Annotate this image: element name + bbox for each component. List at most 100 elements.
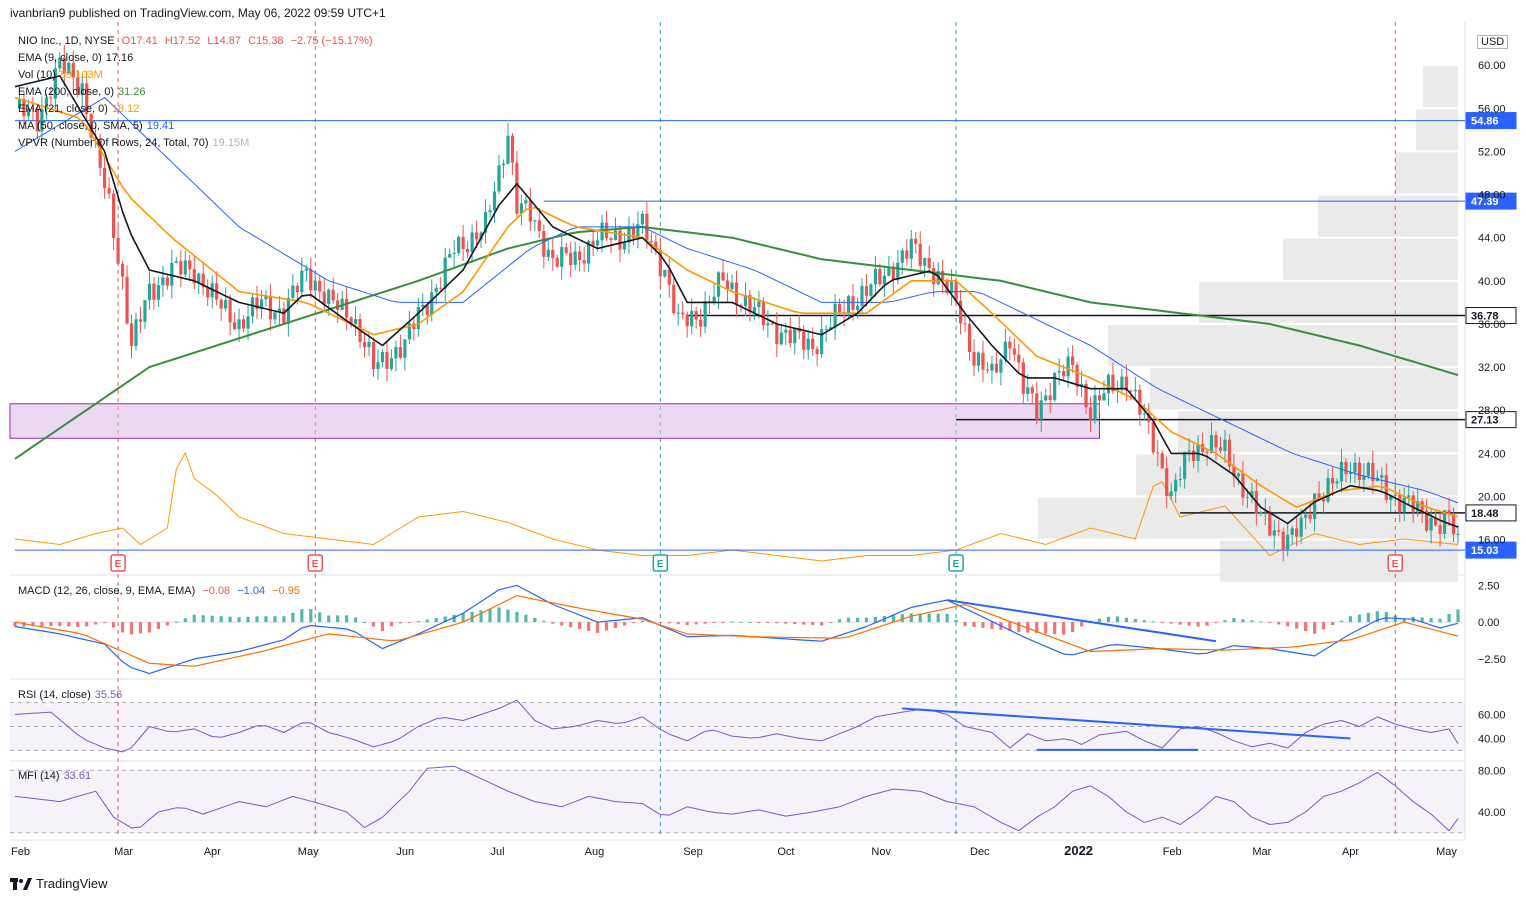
candle-body: [658, 250, 662, 277]
candle-body: [1362, 475, 1366, 480]
macd-histogram-bar: [551, 622, 555, 624]
candle-body: [255, 297, 259, 310]
macd-histogram-bar: [721, 622, 725, 624]
macd-legend[interactable]: MACD (12, 26, close, 9, EMA, EMA) −0.08 …: [18, 583, 300, 600]
candle-body: [587, 240, 591, 264]
macd-histogram-bar: [1124, 617, 1128, 623]
candle-body: [1286, 534, 1290, 550]
tradingview-footer[interactable]: TradingView: [10, 876, 108, 891]
candle-body: [1053, 372, 1057, 401]
candle-body: [1326, 477, 1330, 502]
macd-histogram-bar: [291, 612, 295, 623]
ema9-line: [14, 75, 1459, 528]
macd-histogram-bar: [156, 622, 161, 629]
candle-body: [712, 296, 716, 302]
candle-body: [622, 242, 627, 250]
candle-body: [1102, 393, 1106, 401]
macd-histogram-bar: [76, 622, 80, 628]
macd-histogram-bar: [685, 622, 689, 626]
macd-histogram-bar: [362, 621, 367, 623]
candle-body: [730, 282, 734, 290]
macd-histogram-bar: [380, 622, 385, 631]
candle-body: [1200, 444, 1205, 452]
macd-histogram-bar: [604, 622, 609, 631]
candle-body: [1138, 389, 1142, 415]
candle-body: [1281, 531, 1285, 550]
time-axis-label: Jul: [491, 846, 505, 858]
earnings-marker: [652, 554, 669, 572]
candle-body: [1147, 413, 1151, 422]
candle-body: [264, 296, 268, 300]
candle-body: [371, 341, 376, 369]
ema9-legend[interactable]: EMA (9, close, 0) 17.16: [18, 50, 133, 67]
price-axis-tick: 32.00: [1478, 362, 1506, 374]
macd-signal-line: [14, 594, 1459, 667]
candle-body: [690, 311, 694, 327]
volume-profile-bar: [1318, 195, 1458, 237]
price-level-label: 18.48: [1471, 508, 1499, 520]
macd-histogram-bar: [282, 616, 286, 623]
ma50-legend[interactable]: MA (50, close, 0, SMA, 5) 19.41: [18, 118, 174, 135]
candle-body: [129, 323, 134, 347]
candle-body: [994, 363, 999, 373]
macd-histogram-bar: [945, 613, 949, 623]
mfi-legend[interactable]: MFI (14) 33.61: [18, 768, 91, 785]
candle-body: [434, 287, 438, 293]
rsi-axis-tick: 60.00: [1478, 710, 1506, 722]
candle-body: [1456, 533, 1460, 535]
candle-body: [1299, 517, 1303, 537]
candle-body: [551, 249, 555, 258]
macd-axis-tick: 0.00: [1478, 617, 1499, 629]
volume-profile-bar: [1150, 368, 1458, 410]
candle-body: [313, 280, 317, 291]
candle-body: [107, 187, 111, 194]
candle-body: [152, 283, 156, 300]
ema21-legend[interactable]: EMA (21, close, 0) 18.12: [18, 101, 139, 118]
candle-body: [22, 98, 26, 117]
macd-histogram-bar: [407, 622, 411, 624]
candle-body: [882, 275, 886, 285]
candle-body: [286, 297, 290, 324]
candle-body: [1088, 407, 1093, 421]
vol-legend[interactable]: Vol (10) 89.103M: [18, 67, 103, 84]
currency-button[interactable]: USD: [1477, 35, 1509, 49]
candle-body: [143, 300, 147, 322]
earnings-marker-label: E: [312, 559, 319, 570]
macd-histogram-bar: [371, 622, 376, 627]
candle-body: [1268, 511, 1272, 536]
candle-body: [981, 352, 985, 370]
candle-body: [1236, 473, 1241, 477]
candle-body: [385, 352, 389, 369]
candle-body: [1165, 468, 1169, 496]
macd-histogram-bar: [309, 609, 313, 623]
rsi-legend[interactable]: RSI (14, close) 35.56: [18, 687, 122, 704]
candle-body: [855, 305, 860, 310]
symbol-label[interactable]: NIO Inc., 1D, NYSE: [18, 35, 115, 47]
candle-body: [421, 304, 425, 307]
macd-histogram-bar: [1456, 609, 1460, 623]
vpvr-legend[interactable]: VPVR (Number Of Rows, 24, Total, 70) 19.1…: [18, 135, 249, 152]
macd-histogram-bar: [748, 622, 752, 624]
macd-histogram-bar: [1268, 622, 1272, 624]
candle-body: [837, 303, 842, 313]
candle-body: [524, 200, 528, 204]
candle-body: [1223, 439, 1227, 451]
candle-body: [322, 291, 326, 304]
volume-profile-bar: [1423, 66, 1458, 108]
candle-body: [1187, 450, 1191, 452]
earnings-marker: [1387, 554, 1404, 572]
macd-histogram-bar: [560, 622, 564, 626]
macd-histogram-bar: [855, 617, 860, 623]
candle-body: [1451, 514, 1456, 535]
candle-body: [62, 57, 66, 74]
candle-body: [779, 332, 783, 345]
price-axis-tick: 16.00: [1478, 535, 1506, 547]
candle-body: [990, 363, 994, 371]
candle-body: [802, 331, 806, 350]
mfi-line: [14, 765, 1459, 832]
ema200-legend[interactable]: EMA (200, close, 0) 31.26: [18, 84, 146, 101]
ma50-value: 19.41: [146, 120, 175, 132]
macd-histogram-bar: [336, 615, 340, 623]
time-axis-label: Feb: [11, 846, 30, 858]
candle-body: [116, 237, 120, 264]
